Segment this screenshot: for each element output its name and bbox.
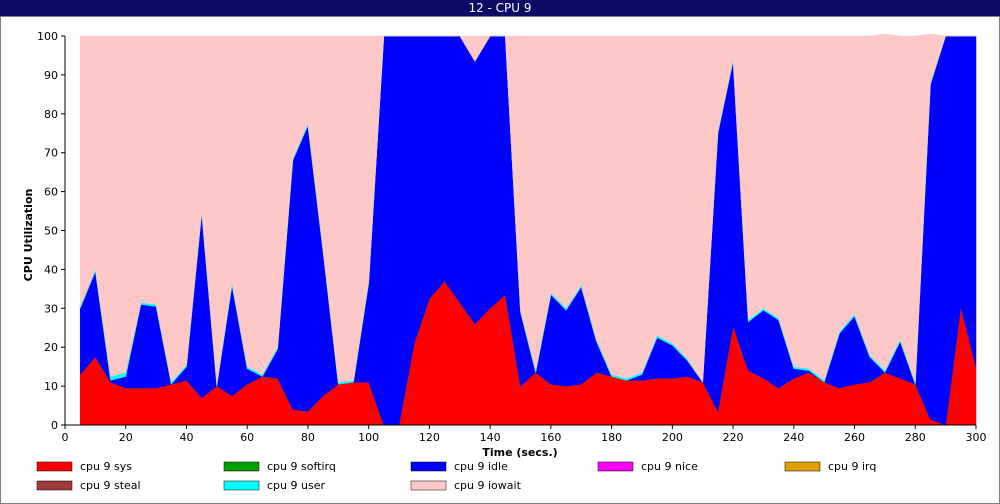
x-axis-label: Time (secs.) — [482, 446, 557, 459]
y-tick-label: 50 — [44, 225, 58, 238]
window-title: 12 - CPU 9 — [0, 0, 1000, 16]
y-tick-label: 40 — [44, 263, 58, 276]
legend-swatch — [36, 480, 73, 491]
legend-item-cpu-9-softirq: cpu 9 softirq — [223, 460, 336, 473]
y-tick-label: 20 — [44, 341, 58, 354]
legend-item-cpu-9-nice: cpu 9 nice — [597, 460, 698, 473]
legend-item-cpu-9-steal: cpu 9 steal — [36, 479, 141, 492]
x-tick-label: 60 — [240, 431, 254, 444]
x-tick-label: 300 — [966, 431, 987, 444]
legend-swatch — [597, 461, 634, 472]
x-tick-label: 240 — [783, 431, 804, 444]
legend-label: cpu 9 nice — [641, 460, 698, 473]
legend-item-cpu-9-user: cpu 9 user — [223, 479, 325, 492]
y-tick-label: 0 — [51, 419, 58, 432]
legend-label: cpu 9 softirq — [267, 460, 336, 473]
x-tick-label: 180 — [601, 431, 622, 444]
plot-areas — [65, 33, 977, 426]
x-tick-label: 0 — [62, 431, 69, 444]
legend-label: cpu 9 irq — [828, 460, 876, 473]
x-tick-label: 80 — [301, 431, 315, 444]
y-tick-label: 70 — [44, 147, 58, 160]
legend-swatch — [36, 461, 73, 472]
y-axis-label: CPU Utilization — [22, 189, 35, 282]
legend-label: cpu 9 idle — [454, 460, 508, 473]
x-tick-label: 40 — [179, 431, 193, 444]
legend-swatch — [410, 480, 447, 491]
legend-label: cpu 9 user — [267, 479, 325, 492]
y-tick-label: 10 — [44, 380, 58, 393]
y-tick-label: 100 — [37, 30, 58, 43]
legend-item-cpu-9-iowait: cpu 9 iowait — [410, 479, 522, 492]
x-tick-label: 140 — [480, 431, 501, 444]
x-tick-label: 120 — [419, 431, 440, 444]
y-tick-label: 90 — [44, 69, 58, 82]
y-tick-label: 80 — [44, 108, 58, 121]
legend-item-cpu-9-sys: cpu 9 sys — [36, 460, 132, 473]
legend-swatch — [410, 461, 447, 472]
legend: cpu 9 sys cpu 9 softirq cpu 9 idle cpu 9 ni… — [36, 460, 876, 492]
legend-swatch — [784, 461, 821, 472]
ticks: 0 10 20 30 40 50 60 70 80 90 100 0 20 40 60 80 100 120 140… — [37, 30, 987, 444]
legend-label: cpu 9 steal — [80, 479, 141, 492]
legend-label: cpu 9 iowait — [454, 479, 522, 492]
x-tick-label: 100 — [358, 431, 379, 444]
x-tick-label: 280 — [905, 431, 926, 444]
legend-item-cpu-9-idle: cpu 9 idle — [410, 460, 508, 473]
x-tick-label: 20 — [119, 431, 133, 444]
legend-item-cpu-9-irq: cpu 9 irq — [784, 460, 876, 473]
y-tick-label: 30 — [44, 302, 58, 315]
x-tick-label: 220 — [723, 431, 744, 444]
legend-swatch — [223, 461, 260, 472]
y-tick-label: 60 — [44, 186, 58, 199]
legend-label: cpu 9 sys — [80, 460, 132, 473]
x-tick-label: 260 — [844, 431, 865, 444]
x-tick-label: 160 — [540, 431, 561, 444]
legend-swatch — [223, 480, 260, 491]
area-cpu-9-iowait — [79, 33, 976, 385]
x-tick-label: 200 — [662, 431, 683, 444]
